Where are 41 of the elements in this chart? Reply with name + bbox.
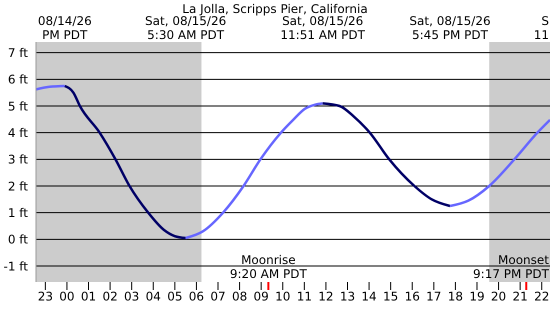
- x-tick-label: 10: [275, 290, 290, 304]
- y-tick-label: 1 ft: [8, 206, 28, 220]
- y-tick-label: 7 ft: [8, 46, 28, 60]
- x-tick-label: 00: [59, 290, 75, 304]
- x-tick-label: 15: [383, 290, 398, 304]
- annotation: Sat, 08/15/26 11:51 AM PDT: [280, 14, 366, 42]
- y-tick-label: 0 ft: [8, 232, 28, 247]
- annotation: Sat, 08/15/26 5:45 PM PDT: [409, 14, 491, 42]
- x-tick-label: 20: [490, 290, 506, 304]
- x-tick-label: 16: [404, 290, 420, 304]
- x-tick-label: 09: [254, 290, 269, 304]
- x-tick-label: 01: [80, 290, 96, 304]
- x-tick-label: 21: [512, 290, 528, 304]
- x-tick-label: 06: [188, 290, 204, 304]
- x-tick-label: 08: [232, 290, 248, 304]
- y-tick-label: 6 ft: [8, 72, 28, 87]
- x-tick-label: 03: [124, 290, 140, 304]
- y-tick-label: -1 ft: [4, 259, 28, 274]
- x-tick-label: 11: [296, 290, 312, 304]
- annotation: Sat, 08/15/26 5:30 AM PDT: [145, 14, 226, 42]
- x-tick-label: 14: [361, 290, 377, 304]
- annotation: S 11: [534, 14, 549, 42]
- x-tick-label: 12: [318, 290, 334, 304]
- y-tick-label: 3 ft: [8, 152, 28, 167]
- x-tick-label: 23: [38, 290, 53, 304]
- x-tick-label: 13: [340, 290, 356, 304]
- x-tick-label: 19: [469, 290, 485, 304]
- y-tick-label: 5 ft: [8, 99, 28, 114]
- x-tick-label: 22: [534, 290, 550, 304]
- x-tick-label: 05: [167, 290, 182, 304]
- x-tick-label: 02: [102, 290, 118, 304]
- chart-title: La Jolla, Scripps Pier, California: [182, 2, 368, 16]
- annotation: 08/14/26 PM PDT: [38, 14, 92, 42]
- x-tick-label: 04: [146, 290, 161, 304]
- y-tick-label: 4 ft: [8, 126, 28, 140]
- x-tick-label: 07: [210, 290, 226, 304]
- y-tick-label: 2 ft: [8, 179, 28, 194]
- ref-line-label: Moonset 9:17 PM PDT: [473, 253, 550, 281]
- x-tick-label: 17: [426, 290, 442, 304]
- ref-line-label: Moonrise 9:20 AM PDT: [230, 253, 308, 281]
- x-tick-label: 18: [448, 290, 464, 304]
